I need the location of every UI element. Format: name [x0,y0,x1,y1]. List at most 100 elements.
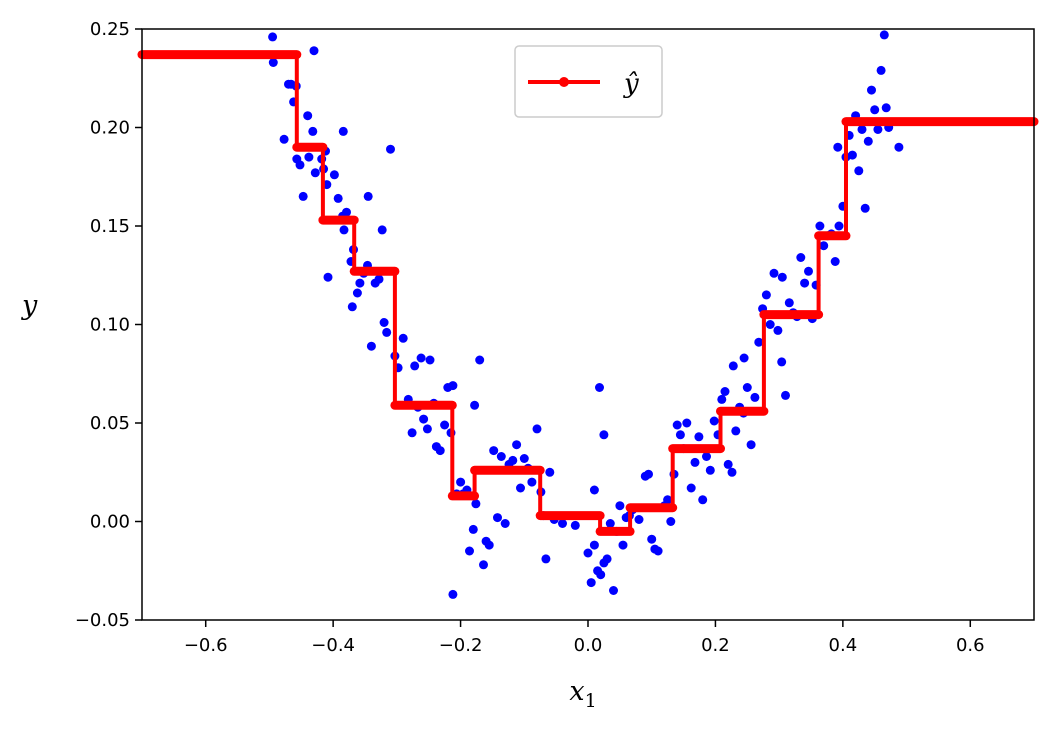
scatter-point-45 [407,428,417,438]
scatter-point-86 [448,589,458,599]
scatter-point-70 [489,446,499,456]
scatter-point-39 [338,126,348,136]
scatter-point-132 [720,387,730,396]
scatter-point-22 [339,225,349,235]
scatter-point-171 [860,203,870,213]
scatter-point-177 [879,30,889,40]
x-axis-label: x1 [569,676,596,712]
y-tick-label-2: 0.05 [90,413,130,434]
scatter-point-174 [870,105,880,115]
x-tick-label-5: 0.4 [829,635,858,656]
scatter-point-13 [309,46,319,56]
scatter-point-31 [366,341,376,351]
scatter-point-20 [333,193,343,203]
scatter-point-158 [819,241,829,251]
scatter-point-117 [666,517,676,526]
scatter-point-89 [558,519,567,528]
scatter-point-77 [516,483,525,493]
scatter-point-46 [410,361,420,371]
y-tick-label-0: −0.05 [75,610,130,631]
scatter-point-102 [618,540,628,550]
scatter-point-49 [419,414,429,424]
y-tick-label-4: 0.15 [90,216,130,237]
x-tick-label-6: 0.6 [956,635,985,656]
scatter-point-97 [602,554,612,564]
scatter-point-116 [663,495,673,505]
scatter-point-75 [508,455,518,465]
scatter-point-183 [777,272,787,282]
scatter-point-135 [731,426,741,436]
scatter-point-111 [644,469,653,479]
scatter-point-167 [847,150,857,160]
x-tick-label-1: −0.4 [311,635,355,656]
scatter-point-90 [570,520,580,530]
prediction-steps [137,50,1039,536]
scatter-point-37 [386,144,395,154]
scatter-point-148 [781,390,790,400]
scatter-point-131 [717,394,727,404]
scatter-point-69 [484,540,494,550]
scatter-point-9 [298,191,308,201]
y-tick-label-6: 0.25 [90,19,130,40]
scatter-point-71 [493,513,502,523]
scatter-point-23 [342,207,351,217]
scatter-point-105 [599,430,609,440]
scatter-point-109 [634,515,644,524]
scatter-point-85 [545,467,555,477]
scatter-point-178 [881,103,891,113]
plot-area [137,30,1039,599]
scatter-point-40 [363,191,373,201]
scatter-point-27 [352,288,362,298]
scatter-point-169 [854,166,864,176]
scatter-point-72 [496,452,506,461]
scatter-point-181 [728,361,738,371]
y-ticks: −0.05 0.00 0.05 0.10 0.15 0.20 0.25 [75,19,142,631]
scatter-point-133 [723,459,733,469]
scatter-point-99 [609,586,618,595]
scatter-point-122 [682,418,692,428]
scatter-point-161 [830,257,840,266]
scatter-point-1 [268,58,278,67]
scatter-point-173 [867,85,876,95]
scatter-point-134 [727,467,737,477]
scatter-point-63 [465,546,474,556]
scatter-point-11 [304,152,314,162]
scatter-point-114 [653,546,663,556]
scatter-point-157 [815,221,825,231]
scatter-point-138 [742,383,752,392]
scatter-point-145 [769,268,779,278]
scatter-point-35 [379,318,389,327]
scatter-point-128 [705,465,715,475]
scatter-point-106 [589,485,599,495]
scatter-point-91 [583,548,593,558]
scatter-point-125 [694,432,704,442]
legend: ŷ [514,45,663,118]
scatter-point-81 [532,424,542,434]
scatter-point-152 [796,253,806,262]
scatter-point-58 [448,381,458,391]
y-axis-label: y [21,290,38,321]
scatter-point-34 [377,225,387,235]
scatter-point-144 [765,320,775,329]
scatter-point-175 [873,125,883,134]
scatter-point-93 [589,540,599,550]
scatter-point-43 [398,333,408,343]
scatter-point-140 [750,392,760,402]
scatter-point-92 [586,578,596,588]
scatter-point-19 [329,170,339,180]
scatter-point-14 [310,168,320,178]
x-tick-label-3: 0.0 [574,635,603,656]
scatter-point-6 [279,134,289,144]
scatter-point-48 [416,353,426,363]
scatter-point-0 [268,32,278,42]
scatter-point-112 [647,534,657,544]
scatter-point-66 [475,355,485,365]
scatter-point-50 [422,424,432,434]
scatter-point-104 [595,383,604,392]
scatter-point-119 [672,420,682,430]
scatter-point-129 [709,416,719,426]
legend-label: ŷ [623,69,639,99]
scatter-point-126 [698,495,708,505]
scatter-point-65 [471,499,481,509]
